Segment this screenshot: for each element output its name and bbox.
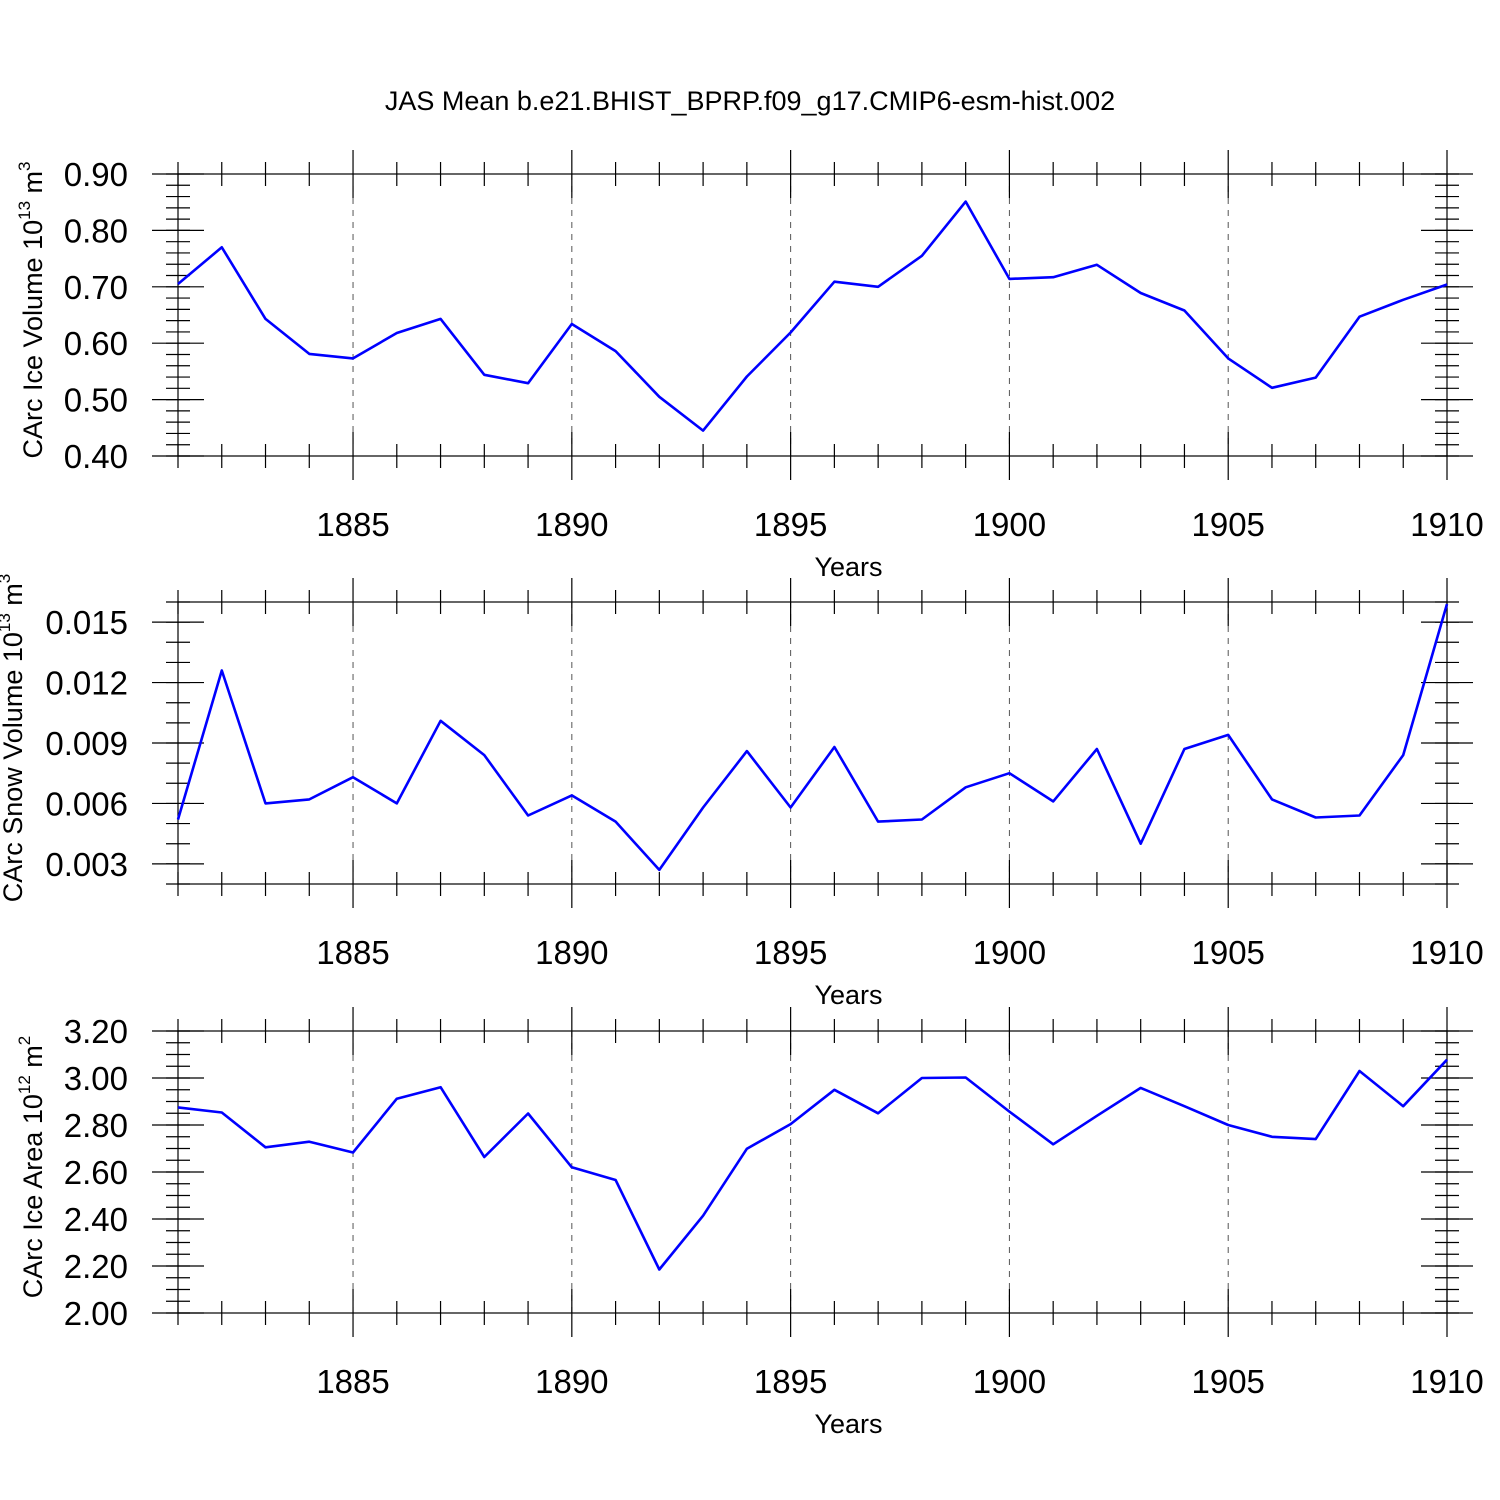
- plot-frame: [177, 173, 1448, 457]
- series-line: [176, 603, 1449, 872]
- y-tick-label: 3.00: [64, 1060, 128, 1097]
- y-tick-label: 0.40: [64, 438, 128, 475]
- panel-2: 0.003 0.006 0.009 0.012 0.015 1885 1890 1895 190…: [0, 574, 1484, 1010]
- x-tick-label: 1900: [973, 506, 1046, 543]
- y-tick-label: 0.015: [45, 604, 128, 641]
- series-line: [177, 1058, 1448, 1271]
- y-tick-label: 0.80: [64, 212, 128, 249]
- y-tick-label: 2.40: [64, 1201, 128, 1238]
- y-axis-label: CArc Snow Volume 1013 m3: [0, 574, 28, 903]
- x-axis-label: Years: [814, 552, 882, 582]
- y-tick-label: 2.20: [64, 1248, 128, 1285]
- x-tick-label: 1890: [535, 934, 608, 971]
- y-tick-label: 0.006: [45, 785, 128, 822]
- x-tick-label: 1905: [1191, 1363, 1264, 1400]
- y-tick-label: 0.70: [64, 269, 128, 306]
- y-tick-label: 2.80: [64, 1107, 128, 1144]
- y-tick-label: 2.00: [64, 1295, 128, 1332]
- y-axis-label: CArc Ice Volume 1013 m3: [15, 161, 48, 458]
- x-tick-label: 1885: [316, 506, 389, 543]
- series-line: [177, 200, 1448, 432]
- plot-frame: [177, 601, 1448, 885]
- x-tick-label: 1900: [973, 934, 1046, 971]
- x-axis-label: Years: [814, 980, 882, 1010]
- plot-frame: [177, 1030, 1448, 1314]
- y-tick-label: 0.003: [45, 846, 128, 883]
- x-tick-label: 1890: [535, 1363, 608, 1400]
- y-tick-label: 0.90: [64, 156, 128, 193]
- panel-1: 0.40 0.50 0.60 0.70 0.80 0.90 1885 1890 1895 1900…: [15, 150, 1484, 582]
- y-tick-label: 0.60: [64, 325, 128, 362]
- x-axis-label: Years: [814, 1409, 882, 1439]
- x-tick-label: 1900: [973, 1363, 1046, 1400]
- x-tick-label: 1885: [316, 934, 389, 971]
- panel-3: 2.00 2.20 2.40 2.60 2.80 3.00 3.20 1885 1890 1895…: [15, 1007, 1484, 1439]
- x-tick-label: 1895: [754, 506, 827, 543]
- y-tick-label: 2.60: [64, 1154, 128, 1191]
- y-tick-label: 0.012: [45, 665, 128, 702]
- x-tick-label: 1905: [1191, 506, 1264, 543]
- y-tick-label: 0.009: [45, 725, 128, 762]
- x-tick-label: 1905: [1191, 934, 1264, 971]
- y-tick-label: 3.20: [64, 1013, 128, 1050]
- x-tick-label: 1910: [1410, 934, 1483, 971]
- x-tick-label: 1885: [316, 1363, 389, 1400]
- x-tick-label: 1910: [1410, 506, 1483, 543]
- x-tick-label: 1910: [1410, 1363, 1483, 1400]
- x-tick-label: 1895: [754, 1363, 827, 1400]
- x-tick-label: 1890: [535, 506, 608, 543]
- x-tick-label: 1895: [754, 934, 827, 971]
- chart-title: JAS Mean b.e21.BHIST_BPRP.f09_g17.CMIP6-…: [385, 86, 1115, 116]
- y-axis-label: CArc Ice Area 1012 m2: [15, 1036, 48, 1299]
- y-tick-label: 0.50: [64, 382, 128, 419]
